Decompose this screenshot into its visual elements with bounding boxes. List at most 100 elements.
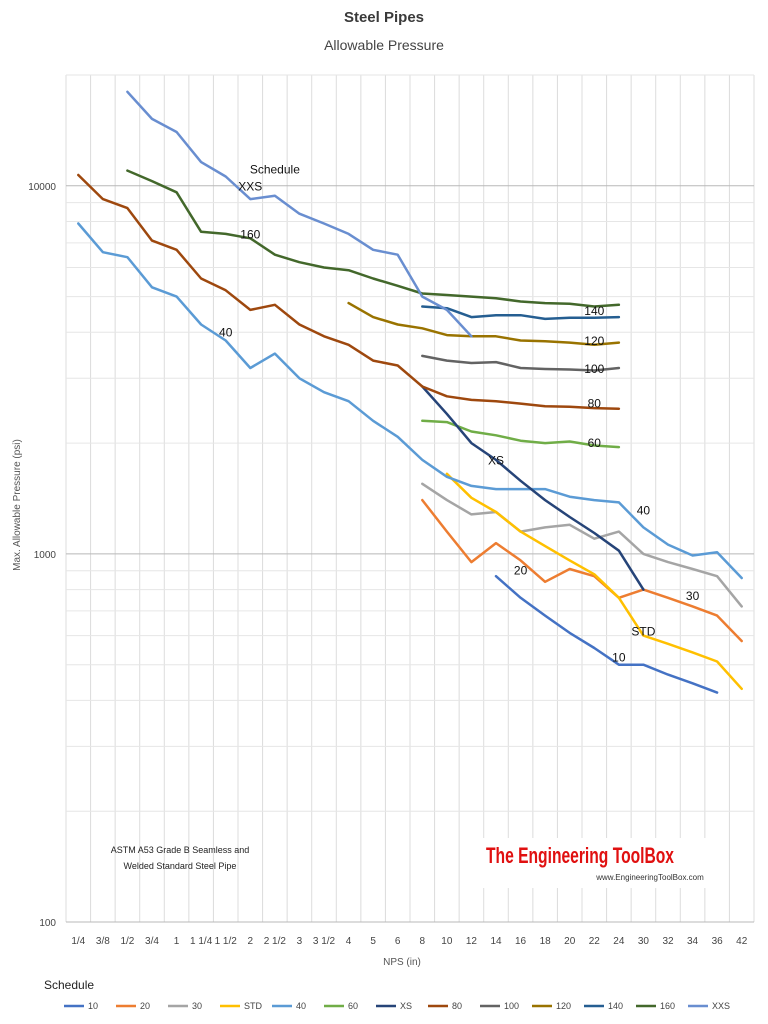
x-tick-label: 5 — [370, 936, 376, 947]
legend-label: 40 — [296, 1001, 306, 1011]
legend-label: 100 — [504, 1001, 519, 1011]
legend-item-40: 40 — [272, 1001, 306, 1011]
series-line-10 — [494, 574, 719, 694]
legend-item-120: 120 — [532, 1001, 571, 1011]
series-line-100 — [421, 354, 621, 372]
series-line-30 — [421, 482, 743, 608]
series-line-140 — [421, 305, 621, 321]
x-tick-label: 3 — [297, 936, 303, 947]
legend-label: STD — [244, 1001, 263, 1011]
x-axis-tick-labels: 1/4 3/8 1/2 3/4 1 1 1/4 1 1/2 2 2 1/2 3 3 1/2 4 5 6 8 1… — [71, 936, 747, 947]
annotation-label: 80 — [588, 396, 602, 410]
y-axis-tick-labels: 100 1000 10000 — [28, 182, 56, 929]
annotation-label: 100 — [584, 362, 604, 376]
series-lines — [77, 90, 743, 694]
x-tick-label: 32 — [662, 936, 674, 947]
x-tick-label: 1 1/2 — [215, 936, 238, 947]
x-tick-label: 30 — [638, 936, 650, 947]
legend-title: Schedule — [44, 978, 94, 992]
legend-item-xxs: XXS — [688, 1001, 730, 1011]
legend-label: XXS — [712, 1001, 730, 1011]
y-tick-label: 10000 — [28, 182, 56, 193]
legend-item-20: 20 — [116, 1001, 150, 1011]
legend-item-30: 30 — [168, 1001, 202, 1011]
series-line-40 — [77, 222, 743, 580]
brand-url: www.EngineeringToolBox.com — [595, 873, 704, 882]
x-tick-label: 1/2 — [120, 936, 134, 947]
x-tick-label: 18 — [540, 936, 552, 947]
x-tick-label: 10 — [441, 936, 453, 947]
x-tick-label: 8 — [420, 936, 426, 947]
annotation-label: 140 — [584, 304, 604, 318]
x-tick-label: 22 — [589, 936, 601, 947]
chart-subtitle: Allowable Pressure — [324, 37, 444, 53]
x-tick-label: 3 1/2 — [313, 936, 336, 947]
legend-item-std: STD — [220, 1001, 263, 1011]
note-line-1: ASTM A53 Grade B Seamless and — [111, 845, 250, 855]
brand-logo: The Engineering ToolBox — [486, 843, 675, 868]
legend: 10 20 30 STD 40 60 XS 80 100 120 140 160 XXS — [64, 1001, 730, 1011]
y-tick-label: 1000 — [34, 550, 57, 561]
x-tick-label: 1 1/4 — [190, 936, 213, 947]
series-line-xs — [421, 385, 645, 591]
x-tick-label: 34 — [687, 936, 699, 947]
series-line-std — [445, 472, 743, 691]
annotation-label: 20 — [514, 563, 528, 577]
legend-item-160: 160 — [636, 1001, 675, 1011]
x-tick-label: 2 1/2 — [264, 936, 287, 947]
x-tick-label: 2 — [248, 936, 254, 947]
note-line-2: Welded Standard Steel Pipe — [124, 861, 237, 871]
x-tick-label: 36 — [712, 936, 724, 947]
annotation-label: XS — [488, 453, 504, 467]
y-tick-label: 100 — [39, 918, 56, 929]
chart-annotations: Schedule XXS 160 40 140 120 100 80 60 XS 40 20 30 STD… — [219, 163, 700, 665]
annotation-label: STD — [631, 625, 655, 639]
x-axis-title: NPS (in) — [383, 957, 421, 968]
horizontal-gridlines — [66, 74, 754, 923]
series-line-120 — [347, 301, 621, 347]
series-line-80 — [77, 173, 621, 410]
x-tick-label: 24 — [613, 936, 625, 947]
x-tick-label: 1 — [174, 936, 180, 947]
legend-item-140: 140 — [584, 1001, 623, 1011]
chart-note: ASTM A53 Grade B Seamless and Welded Sta… — [111, 845, 250, 871]
legend-label: 30 — [192, 1001, 202, 1011]
legend-label: XS — [400, 1001, 412, 1011]
x-tick-label: 3/4 — [145, 936, 159, 947]
y-axis-title: Max. Allowable Pressure (psi) — [12, 439, 23, 571]
legend-label: 140 — [608, 1001, 623, 1011]
x-tick-label: 1/4 — [71, 936, 85, 947]
x-tick-label: 14 — [490, 936, 502, 947]
series-line-160 — [126, 169, 621, 308]
annotation-label: Schedule — [250, 163, 300, 177]
annotation-label: XXS — [238, 180, 262, 194]
x-tick-label: 12 — [466, 936, 478, 947]
legend-label: 120 — [556, 1001, 571, 1011]
annotation-label: 120 — [584, 334, 604, 348]
legend-label: 160 — [660, 1001, 675, 1011]
annotation-label: 160 — [240, 227, 260, 241]
series-line-20 — [421, 498, 743, 643]
x-tick-label: 3/8 — [96, 936, 110, 947]
legend-item-80: 80 — [428, 1001, 462, 1011]
legend-item-xs: XS — [376, 1001, 412, 1011]
x-tick-label: 16 — [515, 936, 527, 947]
legend-label: 80 — [452, 1001, 462, 1011]
legend-item-10: 10 — [64, 1001, 98, 1011]
x-tick-label: 20 — [564, 936, 576, 947]
vertical-gridlines — [65, 75, 755, 922]
brand-background — [476, 838, 721, 888]
annotation-label: 60 — [588, 436, 602, 450]
legend-item-100: 100 — [480, 1001, 519, 1011]
annotation-label: 40 — [637, 503, 651, 517]
legend-label: 20 — [140, 1001, 150, 1011]
legend-label: 60 — [348, 1001, 358, 1011]
x-tick-label: 4 — [346, 936, 352, 947]
chart-title: Steel Pipes — [344, 9, 424, 26]
brand-watermark: The Engineering ToolBox www.EngineeringT… — [476, 838, 721, 888]
series-line-xxs — [126, 90, 473, 338]
legend-label: 10 — [88, 1001, 98, 1011]
x-tick-label: 42 — [736, 936, 748, 947]
annotation-label: 10 — [612, 651, 626, 665]
